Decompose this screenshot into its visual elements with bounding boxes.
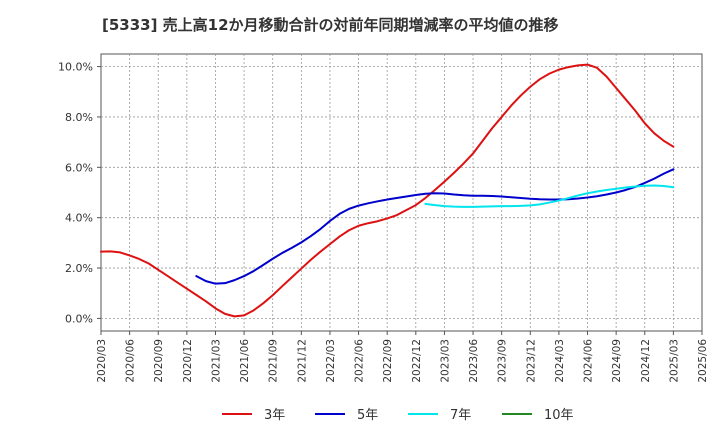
x-tick-label: 2023/06 bbox=[468, 339, 480, 383]
x-tick-label: 2025/06 bbox=[697, 339, 709, 383]
x-tick-label: 2023/09 bbox=[497, 339, 509, 383]
y-tick-label: 10.0% bbox=[58, 61, 93, 74]
x-tick-label: 2023/12 bbox=[525, 339, 537, 383]
x-tick-label: 2025/03 bbox=[668, 339, 680, 383]
legend-label: 3年 bbox=[264, 408, 285, 423]
plot-area bbox=[100, 53, 703, 332]
x-tick-label: 2024/06 bbox=[583, 339, 595, 383]
x-axis: 2020/03 2020/06 2020/09 2020/12 2021/03 2021/… bbox=[96, 331, 709, 383]
x-tick-label: 2022/03 bbox=[325, 339, 337, 383]
legend: 3年 5年 7年 10年 bbox=[222, 408, 574, 423]
x-tick-label: 2022/06 bbox=[354, 339, 366, 383]
y-tick-label: 8.0% bbox=[65, 111, 93, 124]
y-axis: 0.0% 2.0% 4.0% 6.0% 8.0% 10.0% bbox=[58, 61, 101, 325]
x-tick-label: 2024/03 bbox=[554, 339, 566, 383]
y-tick-label: 6.0% bbox=[65, 161, 93, 174]
x-tick-label: 2020/06 bbox=[125, 339, 137, 383]
y-tick-label: 2.0% bbox=[65, 262, 93, 275]
x-tick-label: 2023/03 bbox=[439, 339, 451, 383]
x-tick-label: 2020/09 bbox=[153, 339, 165, 383]
x-tick-label: 2021/09 bbox=[268, 339, 280, 383]
y-tick-label: 0.0% bbox=[65, 312, 93, 325]
x-tick-label: 2021/12 bbox=[296, 339, 308, 383]
legend-label: 7年 bbox=[450, 408, 471, 423]
grid bbox=[101, 54, 702, 331]
x-tick-label: 2021/06 bbox=[239, 339, 251, 383]
x-tick-label: 2021/03 bbox=[210, 339, 222, 383]
x-tick-label: 2024/09 bbox=[611, 339, 623, 383]
chart-title: [5333] 売上高12か月移動合計の対前年同期増減率の平均値の推移 bbox=[102, 16, 559, 34]
x-tick-label: 2020/12 bbox=[182, 339, 194, 383]
legend-label: 10年 bbox=[544, 408, 574, 423]
series-line-2 bbox=[424, 184, 675, 208]
series-line-1 bbox=[195, 168, 675, 285]
x-tick-label: 2022/09 bbox=[382, 339, 394, 383]
series-line-0 bbox=[100, 63, 675, 318]
y-tick-label: 4.0% bbox=[65, 212, 93, 225]
x-tick-label: 2024/12 bbox=[640, 339, 652, 383]
legend-label: 5年 bbox=[357, 408, 378, 423]
x-tick-label: 2022/12 bbox=[411, 339, 423, 383]
plot-frame bbox=[100, 53, 703, 332]
x-tick-label: 2020/03 bbox=[96, 339, 108, 383]
series-layer bbox=[100, 63, 675, 318]
